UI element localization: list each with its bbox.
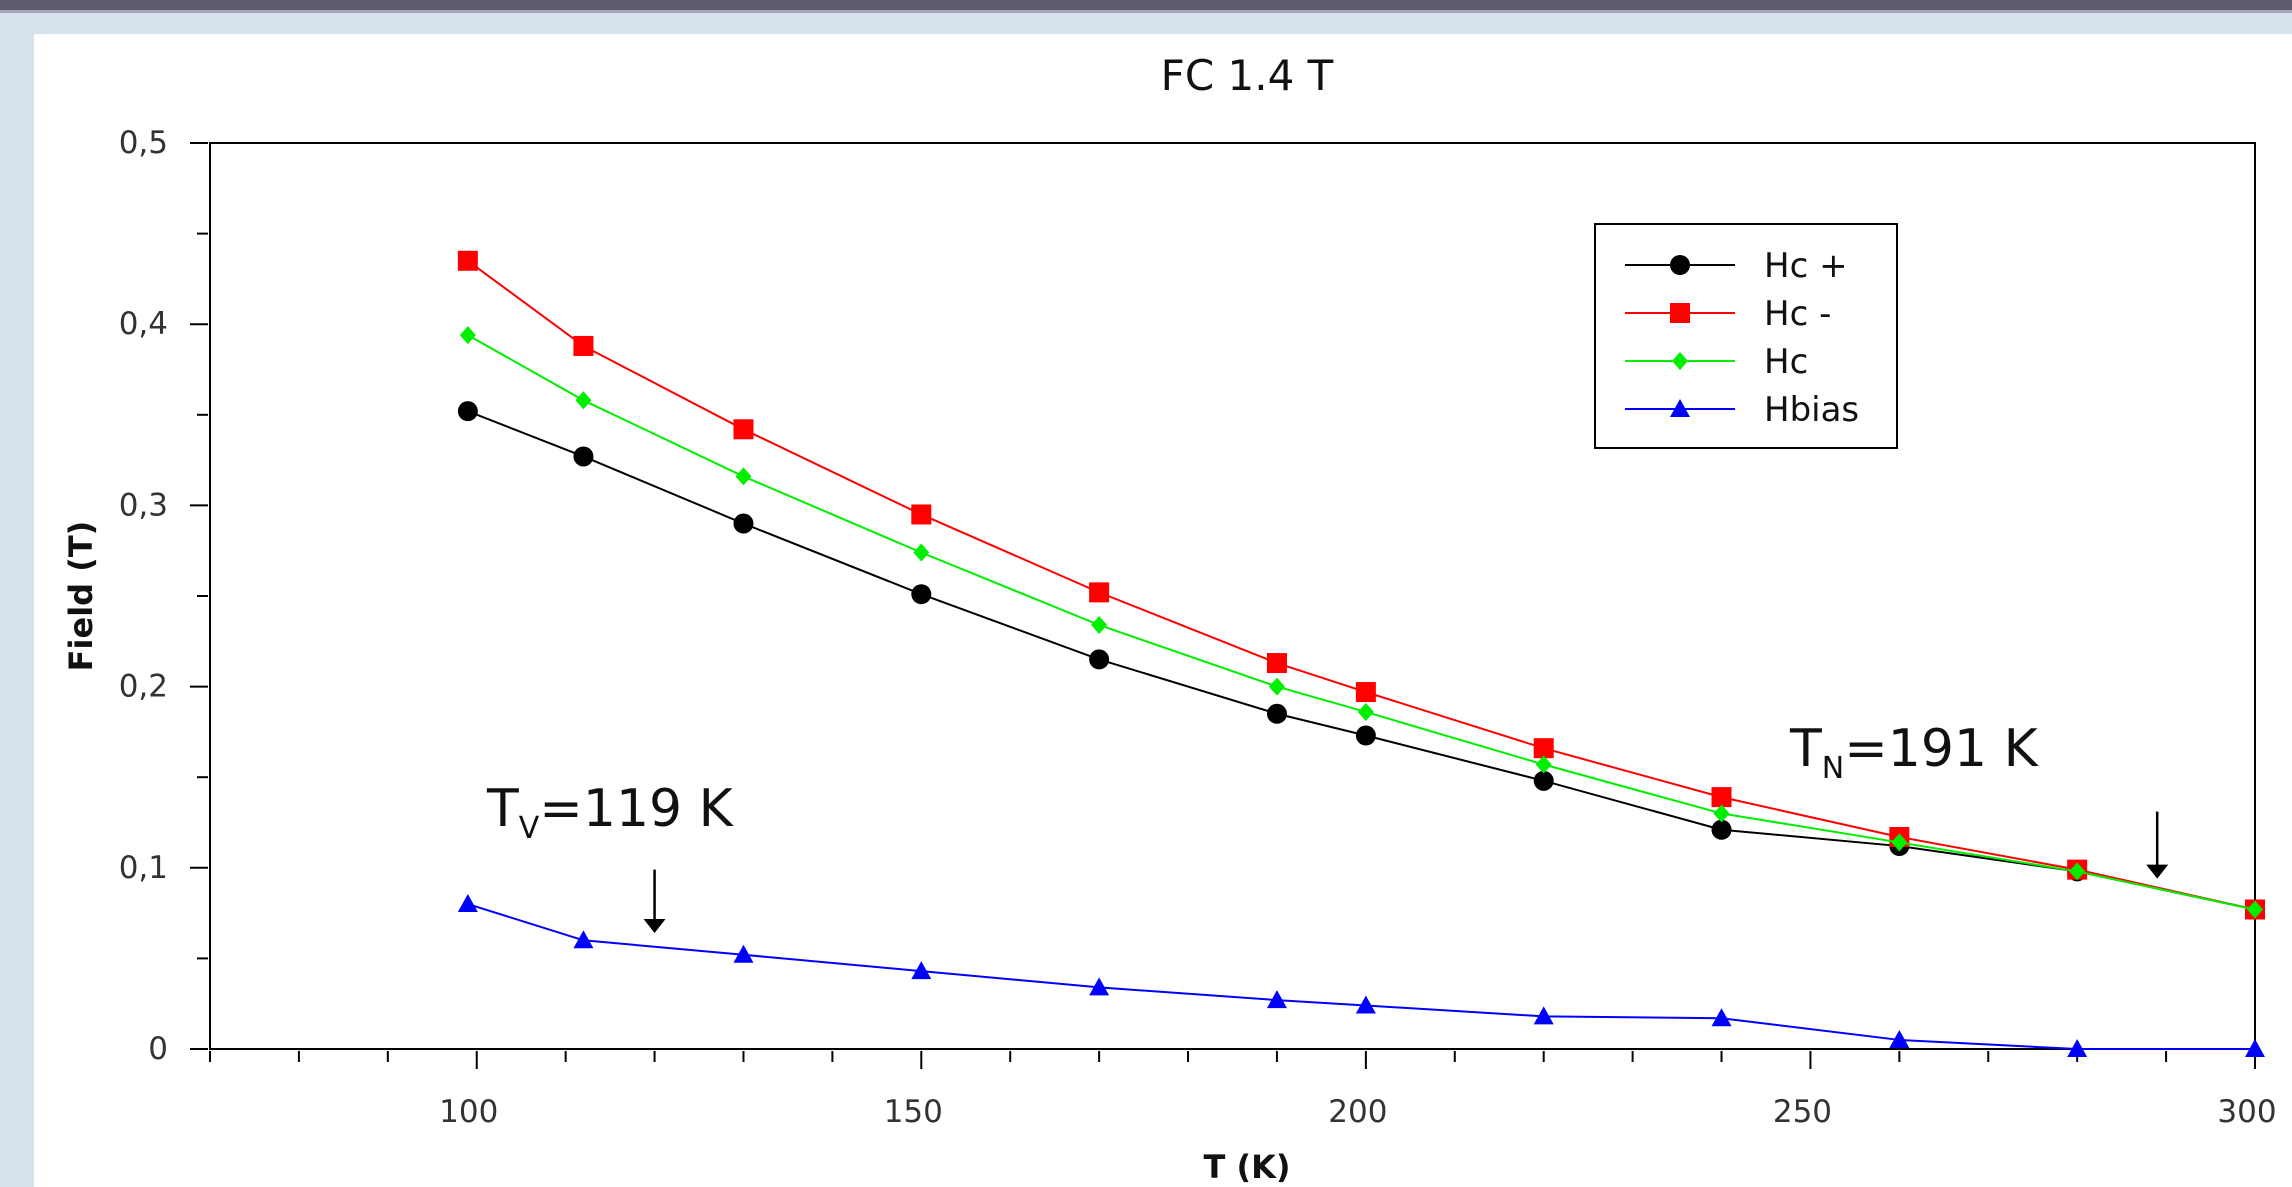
data-point	[457, 401, 478, 422]
chart-panel	[34, 34, 2292, 1187]
annotation-label: TN=191 K	[1789, 719, 2040, 786]
x-tick-label: 150	[884, 1094, 943, 1130]
legend-box	[1594, 223, 1898, 449]
series-line	[467, 334, 2256, 911]
data-point	[1089, 977, 1110, 996]
data-point	[735, 467, 752, 486]
x-tick-label: 100	[439, 1094, 498, 1130]
legend-label: Hbias	[1764, 390, 1859, 430]
data-point	[1355, 995, 1376, 1014]
data-point	[1711, 819, 1732, 840]
data-point	[573, 446, 594, 467]
data-point	[2247, 900, 2263, 919]
series-line	[467, 259, 2256, 911]
legend-marker	[1670, 303, 1690, 323]
data-point	[913, 543, 930, 562]
data-point	[457, 894, 478, 913]
data-point	[573, 930, 594, 949]
x-tick-label: 200	[1328, 1094, 1387, 1130]
data-point	[1355, 725, 1376, 746]
y-axis-title: Field (T)	[62, 521, 100, 672]
legend-label: Hc +	[1764, 246, 1848, 286]
data-point	[575, 391, 592, 410]
legend-marker	[1670, 255, 1690, 275]
data-point	[1711, 787, 1732, 808]
y-tick-label: 0,1	[119, 850, 168, 886]
data-point	[1266, 703, 1287, 724]
data-point	[2245, 1039, 2265, 1057]
annotations: TV=119 K TN=191 K	[486, 719, 2169, 934]
data-point	[1533, 738, 1554, 759]
data-point	[1535, 755, 1552, 774]
data-point	[911, 961, 932, 980]
legend-marker	[1672, 352, 1688, 370]
data-point	[911, 584, 932, 605]
axes: 100 150 200 250 300 0 0,1 0,2 0,3 0,4 0,5	[119, 125, 2277, 1130]
data-point	[1355, 682, 1376, 703]
data-point	[1268, 677, 1285, 696]
data-point	[733, 419, 754, 440]
y-tick-label: 0,4	[119, 306, 168, 342]
series-layer	[457, 250, 2265, 1057]
window-top-bar	[0, 0, 2292, 10]
x-axis-title: T (K)	[1203, 1148, 1290, 1186]
y-tick-label: 0,2	[119, 669, 168, 705]
data-point	[1266, 990, 1287, 1009]
data-point	[1266, 653, 1287, 674]
data-point	[2067, 1039, 2088, 1057]
data-point	[1533, 770, 1554, 791]
y-tick-label: 0,5	[119, 125, 168, 161]
series-line	[467, 410, 2256, 911]
data-point	[457, 250, 478, 271]
data-point	[1089, 649, 1110, 670]
data-point	[911, 504, 932, 525]
series-hcplus	[457, 401, 2265, 920]
plot-area-frame	[209, 142, 2256, 1050]
data-point	[1711, 1008, 1732, 1027]
data-point	[733, 513, 754, 534]
data-point	[733, 944, 754, 963]
data-point	[1533, 1006, 1554, 1025]
x-tick-label: 250	[1773, 1094, 1832, 1130]
data-point	[2069, 862, 2086, 881]
y-tick-label: 0	[148, 1031, 168, 1067]
data-point	[1089, 582, 1110, 603]
legend-label: Hc	[1764, 342, 1808, 382]
series-hc	[459, 326, 2263, 919]
chart-title: FC 1.4 T	[1161, 51, 1334, 100]
data-point	[1713, 804, 1730, 823]
annotation-label: TV=119 K	[486, 779, 735, 846]
series-hbias	[457, 894, 2265, 1057]
data-point	[573, 335, 594, 356]
annotation-arrow-head	[643, 919, 666, 934]
data-point	[1357, 702, 1374, 721]
data-point	[459, 326, 476, 345]
y-tick-label: 0,3	[119, 487, 168, 523]
x-tick-label: 300	[2217, 1094, 2276, 1130]
data-point	[1889, 1029, 1910, 1048]
data-point	[1891, 833, 1908, 852]
annotation-arrow-head	[2146, 864, 2169, 879]
legend-marker	[1670, 399, 1690, 417]
series-line	[467, 903, 2255, 1050]
legend: Hc + Hc - Hc Hbias	[1594, 223, 1898, 449]
window-top-line	[0, 10, 2292, 13]
legend-label: Hc -	[1764, 294, 1831, 334]
data-point	[1091, 615, 1108, 634]
